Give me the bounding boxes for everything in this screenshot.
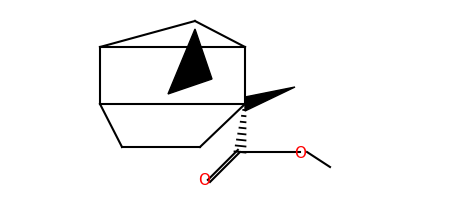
Polygon shape xyxy=(168,30,212,95)
Text: O: O xyxy=(294,145,306,160)
Text: O: O xyxy=(198,173,210,188)
Polygon shape xyxy=(245,88,295,111)
